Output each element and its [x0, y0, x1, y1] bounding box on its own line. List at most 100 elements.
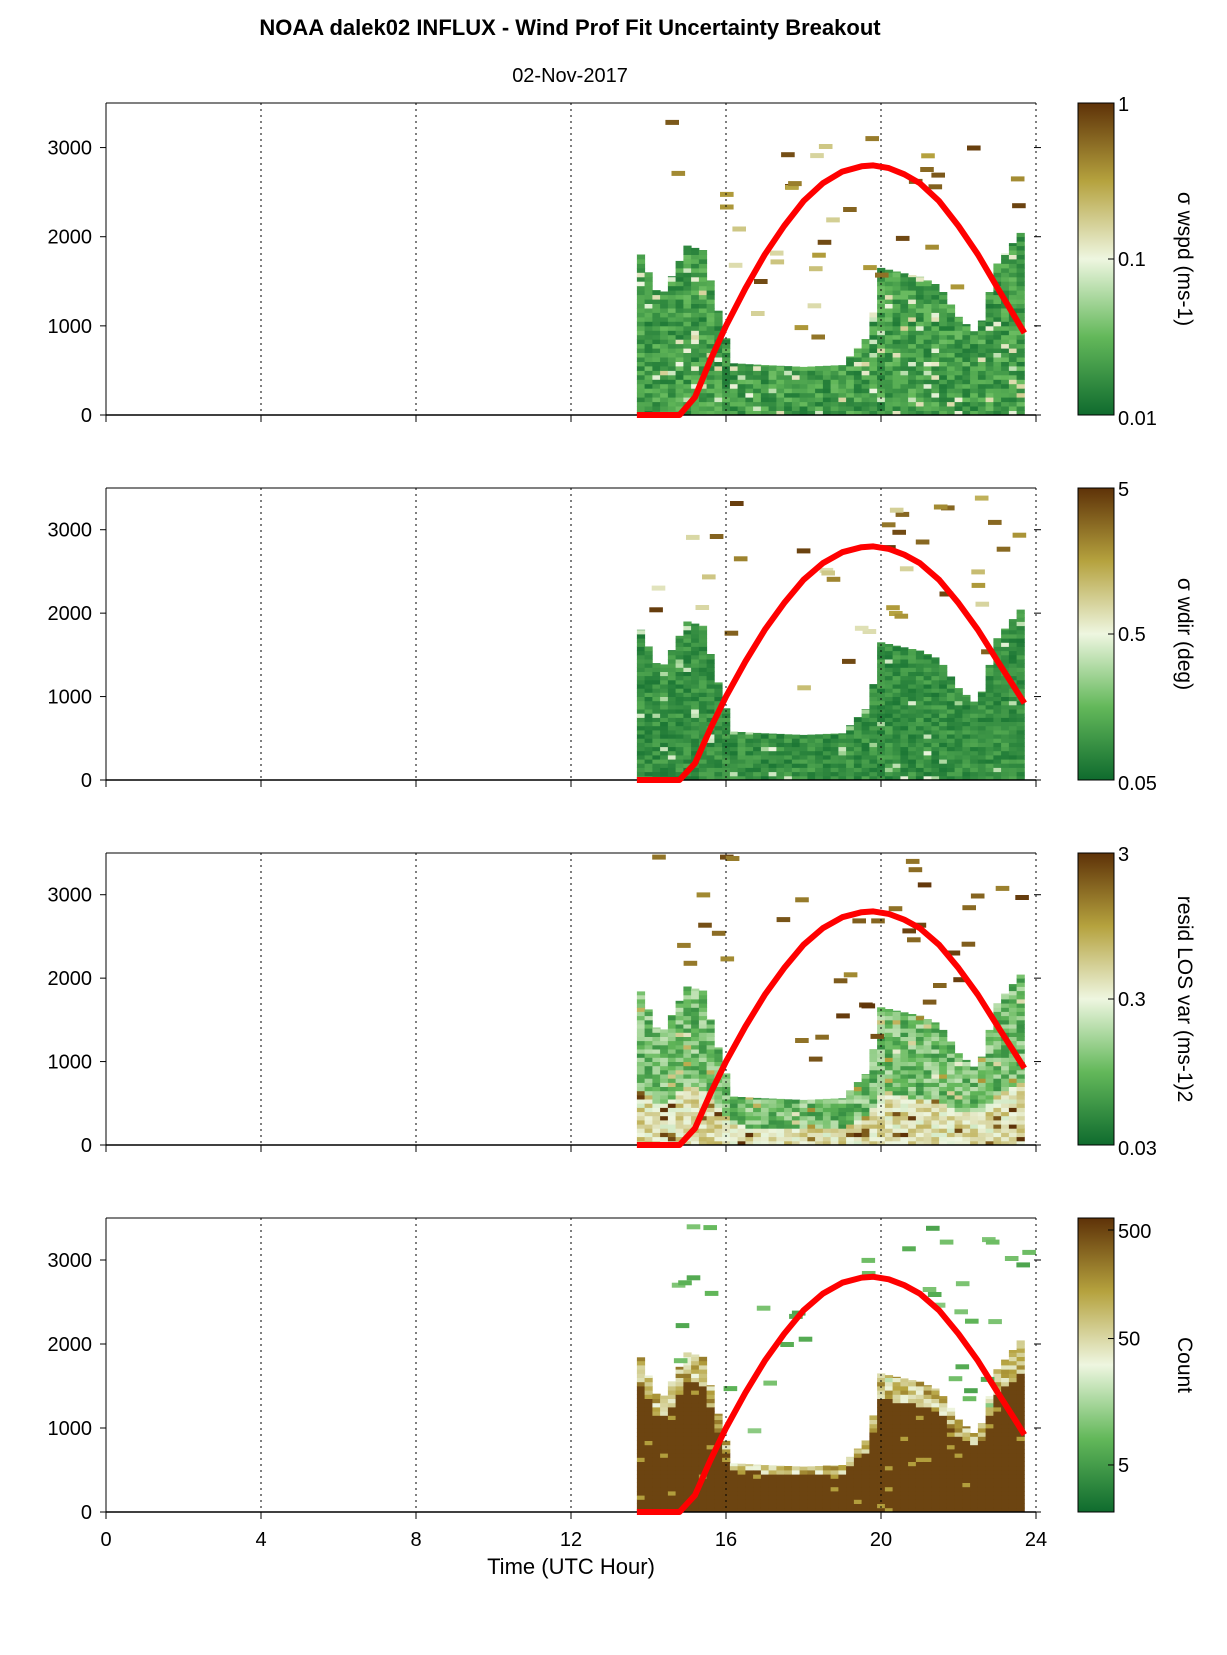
heatmap-cell [985, 316, 994, 322]
heatmap-cell [784, 1099, 793, 1104]
heatmap-cell [753, 392, 762, 398]
heatmap-cell [791, 1140, 801, 1146]
heatmap-cell [977, 1115, 987, 1121]
heatmap-cell [644, 1103, 653, 1108]
heatmap-cell [931, 767, 940, 773]
heatmap-cell [838, 755, 847, 760]
heatmap-cell [846, 1115, 855, 1121]
heatmap-cell [698, 1377, 708, 1383]
heatmap-cell [908, 1032, 917, 1037]
heatmap-cell [931, 663, 940, 668]
heatmap-cell [706, 763, 715, 768]
heatmap-cell [667, 303, 677, 309]
heatmap-cell [644, 1386, 653, 1391]
heatmap-cell [892, 1053, 901, 1058]
heatmap-cell [892, 645, 901, 647]
heatmap-cell [954, 692, 963, 697]
heatmap-cell [861, 717, 870, 722]
heatmap-cell [644, 1449, 653, 1454]
heatmap-cell [931, 725, 940, 731]
heatmap-cell [636, 276, 646, 282]
heatmap-cell [799, 759, 808, 764]
heatmap-cell [807, 734, 816, 739]
heatmap-cell [714, 767, 723, 773]
heatmap-cell [900, 696, 909, 702]
heatmap-cell [923, 1402, 932, 1408]
heatmap-cell [861, 370, 870, 376]
heatmap-cell [776, 1140, 785, 1146]
heatmap-cell [1016, 308, 1025, 313]
heatmap-cell [652, 771, 661, 777]
heatmap-cell [861, 1440, 870, 1446]
heatmap-cell [962, 339, 971, 345]
heatmap-cell [807, 406, 816, 411]
heatmap-cell [698, 321, 708, 327]
heatmap-cell [660, 374, 669, 380]
heatmap-cell [822, 750, 832, 756]
heatmap-cell [985, 684, 994, 689]
heatmap-cell [900, 729, 909, 735]
heatmap-cell [691, 1078, 700, 1083]
heatmap-cell [644, 401, 653, 407]
heatmap-cell [939, 742, 948, 748]
heatmap-cell [691, 1049, 700, 1054]
heatmap-cell [652, 675, 661, 681]
heatmap-cell [900, 1428, 909, 1433]
heatmap-cell [869, 1136, 878, 1142]
heatmap-cell [946, 738, 956, 743]
heatmap-cell [884, 1086, 894, 1092]
heatmap-cell [807, 1482, 816, 1488]
heatmap-cell [886, 605, 900, 611]
heatmap-cell [931, 659, 940, 664]
heatmap-cell [941, 505, 955, 511]
heatmap-cell [807, 755, 816, 760]
heatmap-cell [660, 1103, 669, 1108]
heatmap-cell [884, 357, 894, 362]
heatmap-cell [993, 1082, 1002, 1087]
heatmap-cell [852, 918, 866, 924]
heatmap-cell [861, 343, 870, 349]
heatmap-cell [737, 1120, 746, 1125]
heatmap-cell [636, 1094, 646, 1100]
heatmap-cell [861, 1449, 870, 1454]
heatmap-cell [691, 1474, 700, 1479]
heatmap-cell [807, 388, 816, 394]
heatmap-cell [714, 361, 723, 367]
heatmap-cell [691, 1432, 700, 1437]
heatmap-cell [698, 1360, 708, 1366]
heatmap-cell [737, 1463, 746, 1467]
heatmap-cell [729, 1136, 739, 1142]
heatmap-cell [683, 1436, 692, 1441]
heatmap-cell [962, 746, 971, 752]
heatmap-cell [644, 1381, 653, 1387]
heatmap-cell [900, 401, 909, 407]
heatmap-cell [644, 299, 653, 304]
heatmap-cell [776, 1107, 785, 1113]
heatmap-cell [939, 721, 948, 727]
heatmap-cell [923, 1461, 932, 1467]
heatmap-cell [660, 343, 669, 349]
heatmap-cell [706, 713, 715, 718]
heatmap-cell [636, 1019, 646, 1025]
heatmap-cell [691, 659, 700, 664]
heatmap-cell [877, 1120, 886, 1125]
heatmap-cell [706, 1411, 715, 1416]
heatmap-cell [1001, 397, 1010, 403]
heatmap-cell [970, 1069, 979, 1075]
heatmap-cell [950, 284, 965, 290]
heatmap-cell [729, 410, 739, 416]
heatmap-cell [838, 1132, 847, 1138]
heatmap-cell [892, 1386, 901, 1391]
heatmap-cell [877, 1411, 886, 1416]
heatmap-cell [908, 392, 917, 398]
heatmap-cell [691, 352, 700, 358]
heatmap-cell [962, 1136, 971, 1142]
heatmap-cell [1008, 638, 1018, 643]
heatmap-cell [915, 1086, 925, 1092]
heatmap-cell [737, 383, 746, 389]
heatmap-cell [869, 1449, 878, 1454]
heatmap-cell [877, 1111, 886, 1117]
heatmap-cell [706, 343, 715, 349]
heatmap-cell [977, 1503, 987, 1509]
heatmap-cell [1008, 763, 1018, 768]
